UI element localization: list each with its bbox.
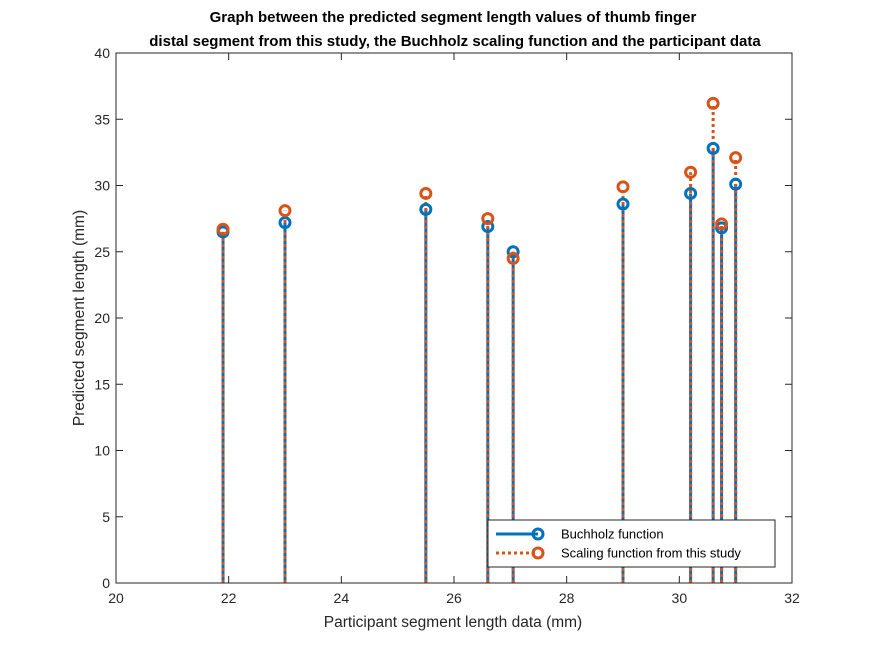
axes-group: 20 22 24 26 28 30 32 0 5 10 15 20 25 30 35 40	[94, 45, 800, 606]
stem-marker-scaling-2	[419, 186, 433, 200]
x-tick-label-5: 30	[672, 590, 688, 606]
y-tick-label-7: 35	[94, 111, 110, 127]
x-tick-label-1: 22	[221, 590, 237, 606]
x-tick-label-4: 28	[559, 590, 575, 606]
x-tick-label-6: 32	[784, 590, 800, 606]
stem-marker-scaling-1	[278, 204, 292, 218]
y-tick-label-5: 25	[94, 244, 110, 260]
legend-marker-buchholz	[531, 527, 545, 541]
stem-marker-scaling-6	[684, 165, 698, 179]
legend-label-buchholz: Buchholz function	[561, 527, 664, 542]
stem-marker-scaling-5	[616, 180, 630, 194]
stem-marker-scaling-3	[481, 212, 495, 226]
y-tick-label-0: 0	[102, 575, 110, 591]
x-tick-label-0: 20	[108, 590, 124, 606]
x-axis-label: Participant segment length data (mm)	[324, 614, 582, 631]
stem-marker-scaling-8	[715, 217, 729, 231]
stem-marker-buchholz-3	[481, 220, 495, 234]
y-tick-label-4: 20	[94, 310, 110, 326]
stem-marker-scaling-9	[729, 151, 743, 165]
legend-marker-scaling	[531, 546, 545, 560]
y-tick-label-2: 10	[94, 443, 110, 459]
stem-marker-buchholz-6	[684, 186, 698, 200]
stem-marker-buchholz-1	[278, 216, 292, 230]
y-tick-label-3: 15	[94, 376, 110, 392]
plot-area	[116, 53, 792, 583]
y-tick-label-8: 40	[94, 45, 110, 61]
x-tick-label-2: 24	[334, 590, 350, 606]
chart-title-line-1: Graph between the predicted segment leng…	[210, 9, 697, 26]
y-axis-label: Predicted segment length (mm)	[71, 210, 88, 426]
y-tick-label-6: 30	[94, 178, 110, 194]
chart-title-line-2: distal segment from this study, the Buch…	[149, 33, 761, 50]
legend: Buchholz function Scaling function from …	[487, 519, 776, 568]
stem-marker-buchholz-4	[506, 245, 520, 259]
stem-marker-buchholz-5	[616, 197, 630, 211]
stem-marker-scaling-4	[506, 251, 520, 265]
stem-marker-buchholz-9	[729, 177, 743, 191]
y-tick-label-1: 5	[102, 509, 110, 525]
stem-marker-buchholz-2	[419, 202, 433, 216]
stem-marker-scaling-7	[706, 96, 720, 110]
stem-marker-buchholz-7	[706, 141, 720, 155]
x-tick-label-3: 26	[446, 590, 462, 606]
stem-marker-scaling-0	[216, 222, 230, 236]
legend-label-scaling: Scaling function from this study	[561, 546, 741, 561]
legend-box	[487, 519, 776, 568]
